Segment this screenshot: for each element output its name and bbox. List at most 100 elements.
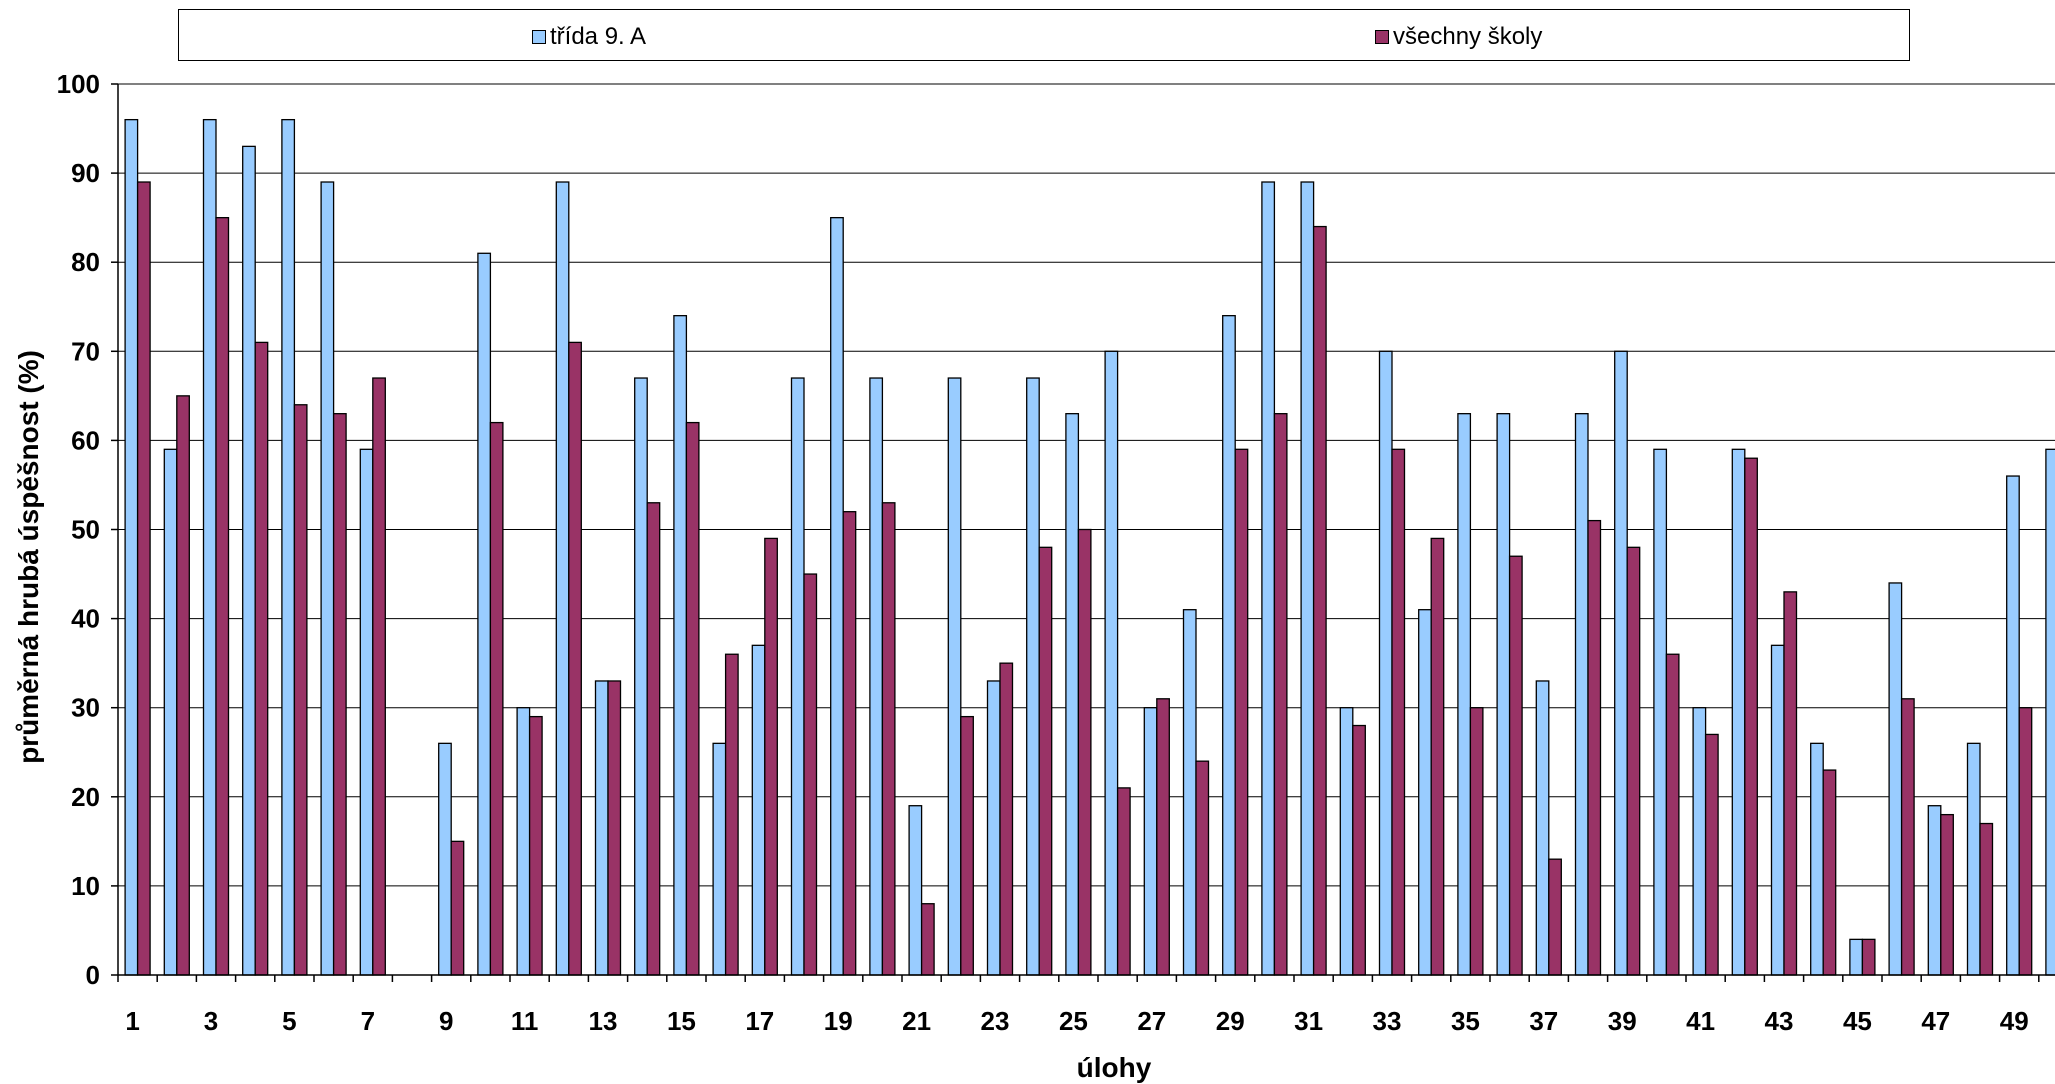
x-tick-label: 15 [667, 1006, 696, 1036]
bar-series-1-cat-12 [555, 181, 570, 976]
x-tick-label: 19 [824, 1006, 853, 1036]
bar-series-1-cat-37 [1535, 680, 1550, 976]
bar-series-2-cat-2 [176, 395, 190, 976]
x-tick-label: 25 [1059, 1006, 1088, 1036]
bar-series-2-cat-20 [881, 502, 896, 976]
bar-series-2-cat-17 [764, 537, 778, 976]
y-tick-label: 50 [71, 515, 100, 545]
bar-series-2-cat-22 [960, 715, 974, 976]
bar-series-2-cat-44 [1822, 769, 1837, 976]
bar-series-2-cat-21 [920, 903, 935, 976]
y-tick-label: 80 [71, 247, 100, 277]
bar-series-2-cat-36 [1508, 555, 1523, 976]
x-tick-label: 9 [439, 1006, 453, 1036]
bar-series-2-cat-49 [2018, 707, 2033, 976]
bar-series-2-cat-31 [1312, 225, 1327, 976]
bars [124, 118, 2055, 976]
x-tick-labels: 1 3 5 7 9 11 13 15 17 19 21 23 25 27 29 31 33 35 37 39 41 43 4… [125, 1006, 2028, 1036]
bar-series-1-cat-42 [1731, 448, 1746, 976]
bar-series-1-cat-49 [2006, 475, 2020, 976]
bar-series-2-cat-18 [803, 573, 818, 976]
bar-series-1-cat-24 [1026, 377, 1040, 976]
bar-series-1-cat-48 [1966, 742, 1981, 976]
bar-series-2-cat-37 [1548, 858, 1562, 976]
bar-series-2-cat-41 [1704, 733, 1719, 976]
bar-series-2-cat-39 [1626, 546, 1641, 976]
bar-series-2-cat-12 [568, 341, 582, 976]
y-axis-title: průměrná hrubá úspěšnost (%) [13, 350, 44, 764]
bar-series-2-cat-6 [332, 413, 347, 976]
bar-series-1-cat-9 [438, 742, 452, 976]
x-tick-label: 13 [589, 1006, 618, 1036]
y-tick-label: 90 [71, 158, 100, 188]
y-tick-label: 70 [71, 336, 100, 366]
bar-series-2-cat-19 [842, 511, 857, 976]
bar-series-2-cat-13 [607, 680, 622, 976]
bar-series-1-cat-15 [673, 315, 688, 976]
bar-series-1-cat-16 [712, 742, 727, 976]
bar-series-1-cat-31 [1300, 181, 1315, 976]
bar-series-2-cat-16 [724, 653, 739, 976]
bar-series-2-cat-15 [685, 421, 700, 976]
x-tick-label: 49 [2000, 1006, 2029, 1036]
x-tick-label: 41 [1686, 1006, 1715, 1036]
x-tick-label: 39 [1608, 1006, 1637, 1036]
bar-series-2-cat-45 [1861, 938, 1876, 976]
bar-series-2-cat-10 [489, 421, 504, 976]
bar-series-2-cat-40 [1665, 653, 1680, 976]
bar-series-2-cat-24 [1038, 546, 1053, 976]
y-tick-labels: 0 10 20 30 40 50 60 70 80 90 100 [57, 69, 100, 990]
bar-series-1-cat-23 [986, 680, 1001, 976]
bar-series-1-cat-18 [790, 377, 805, 976]
x-tick-label: 7 [361, 1006, 375, 1036]
y-tick-label: 60 [71, 425, 100, 455]
legend-item-series-1: třída 9. A [532, 23, 646, 51]
bar-series-2-cat-32 [1352, 724, 1366, 976]
bar-series-1-cat-11 [516, 707, 531, 976]
bar-series-1-cat-17 [751, 644, 766, 976]
bar-series-2-cat-3 [215, 216, 230, 976]
bar-series-2-cat-29 [1234, 448, 1249, 976]
bar-series-2-cat-42 [1744, 457, 1758, 976]
x-tick-label: 45 [1843, 1006, 1872, 1036]
bar-series-1-cat-45 [1849, 938, 1864, 976]
y-tick-label: 100 [57, 69, 100, 99]
bar-series-1-cat-21 [908, 805, 923, 976]
bar-series-1-cat-46 [1888, 582, 1903, 976]
bar-series-2-cat-23 [999, 662, 1014, 976]
x-tick-label: 35 [1451, 1006, 1480, 1036]
x-tick-label: 31 [1294, 1006, 1323, 1036]
bar-series-2-cat-11 [528, 715, 543, 976]
bar-series-1-cat-22 [947, 377, 962, 976]
bar-series-2-cat-48 [1979, 822, 1994, 976]
bar-series-2-cat-1 [136, 181, 151, 976]
legend-swatch-series-2 [1375, 30, 1389, 44]
bar-series-2-cat-14 [646, 502, 661, 976]
bar-series-2-cat-34 [1430, 537, 1445, 976]
x-tick-label: 47 [1921, 1006, 1950, 1036]
x-tick-label: 29 [1216, 1006, 1245, 1036]
bar-series-2-cat-30 [1273, 413, 1288, 976]
bar-series-1-cat-41 [1692, 707, 1707, 976]
y-tick-label: 30 [71, 693, 100, 723]
x-tick-label: 27 [1137, 1006, 1166, 1036]
bar-series-1-cat-1 [124, 118, 139, 976]
bar-series-1-cat-6 [320, 181, 335, 976]
x-tick-label: 33 [1373, 1006, 1402, 1036]
x-tick-label: 5 [282, 1006, 296, 1036]
bar-series-1-cat-7 [359, 448, 374, 976]
x-tick-label: 17 [745, 1006, 774, 1036]
legend: třída 9. A všechny školy [178, 9, 1910, 61]
bar-series-2-cat-7 [372, 377, 386, 976]
bar-series-1-cat-28 [1182, 609, 1197, 976]
x-tick-label: 37 [1529, 1006, 1558, 1036]
legend-swatch-series-1 [532, 30, 546, 44]
bar-series-1-cat-27 [1143, 707, 1158, 976]
x-tick-label: 3 [204, 1006, 218, 1036]
legend-label-series-1: třída 9. A [550, 23, 647, 50]
bar-series-2-cat-5 [293, 404, 308, 976]
bar-series-1-cat-25 [1065, 413, 1080, 976]
bar-series-1-cat-34 [1418, 609, 1432, 976]
bar-series-2-cat-27 [1156, 698, 1170, 976]
